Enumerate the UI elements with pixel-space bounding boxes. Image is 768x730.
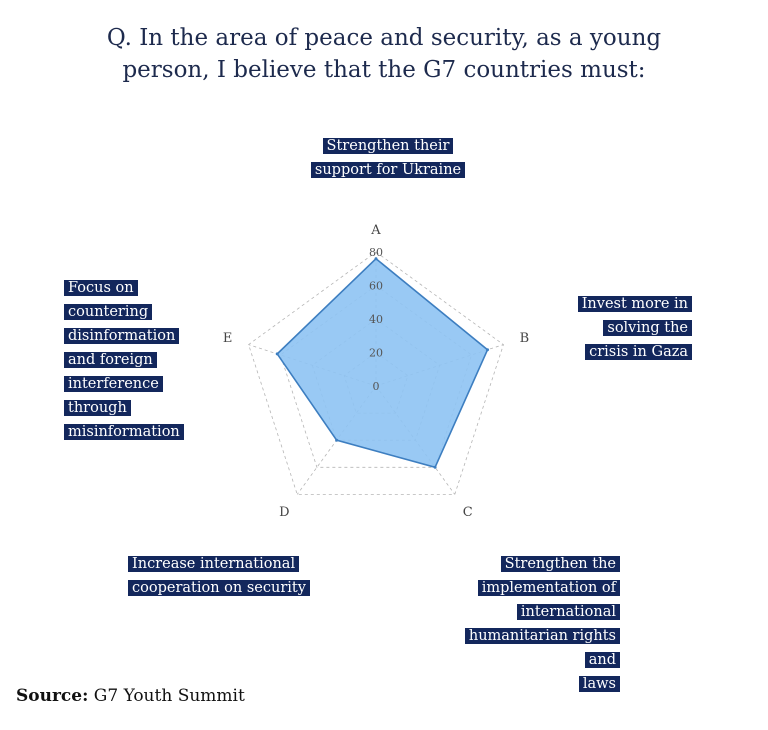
r-tick-20: 20 <box>369 347 383 360</box>
callout-b-line-1: Invest more in <box>577 296 692 312</box>
callout-c-line-4: humanitarian rights and <box>464 628 620 668</box>
r-tick-0: 0 <box>373 380 380 393</box>
callout-d: Increase international cooperation on se… <box>128 552 348 600</box>
r-tick-40: 40 <box>369 313 383 326</box>
grid-ring-80 <box>248 251 504 495</box>
callout-c-line-1: Strengthen the <box>500 556 620 572</box>
callout-e-line-7: misinformation <box>64 424 184 440</box>
axis-label-c: C <box>463 505 473 520</box>
data-point-b <box>486 348 490 352</box>
axis-label-b: B <box>520 331 530 346</box>
chart-title: Q. In the area of peace and security, as… <box>106 25 662 83</box>
callout-a-line-2: support for Ukraine <box>310 162 466 178</box>
source-text: G7 Youth Summit <box>93 686 245 706</box>
callout-c-line-3: international <box>516 604 620 620</box>
source-note: Source: G7 Youth Summit <box>16 686 245 706</box>
callout-e-line-6: through <box>64 400 131 416</box>
callout-e-line-5: interference <box>64 376 163 392</box>
callout-d-line-2: cooperation on security <box>128 580 310 596</box>
callout-e-line-2: countering <box>64 304 153 320</box>
callout-b-line-2: solving the <box>603 320 692 336</box>
callout-a-line-1: Strengthen their <box>322 138 454 154</box>
callout-c: Strengthen the implementation of interna… <box>460 552 620 696</box>
callout-b: Invest more in solving the crisis in Gaz… <box>548 292 692 364</box>
callout-a: Strengthen their support for Ukraine <box>298 134 478 182</box>
axis-label-d: D <box>279 505 289 520</box>
callout-c-line-5: laws <box>578 676 620 692</box>
callout-c-line-2: implementation of <box>477 580 620 596</box>
data-point-a <box>374 257 378 261</box>
axis-label-e: E <box>223 331 233 346</box>
r-tick-60: 60 <box>369 280 383 293</box>
data-point-d <box>335 438 339 442</box>
callout-b-line-3: crisis in Gaza <box>585 344 692 360</box>
callout-d-line-1: Increase international <box>128 556 300 572</box>
source-label: Source: <box>16 686 89 706</box>
r-tick-80: 80 <box>369 246 383 259</box>
callout-e: Focus on countering disinformation and f… <box>64 276 194 444</box>
data-point-c <box>433 465 437 469</box>
callout-e-line-4: and foreign <box>64 352 157 368</box>
data-point-e <box>275 352 279 356</box>
callout-e-line-3: disinformation <box>64 328 180 344</box>
callout-e-line-1: Focus on <box>64 280 138 296</box>
axis-label-a: A <box>370 223 381 238</box>
data-area <box>276 257 489 469</box>
